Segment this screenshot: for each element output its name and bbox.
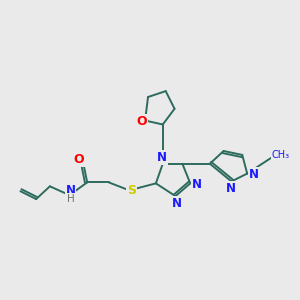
Text: N: N [157, 152, 167, 164]
Text: CH₃: CH₃ [272, 150, 290, 160]
Text: S: S [127, 184, 136, 197]
Text: O: O [73, 153, 84, 166]
Text: N: N [172, 196, 182, 209]
Text: N: N [192, 178, 202, 191]
Text: N: N [226, 182, 236, 195]
Text: N: N [65, 184, 76, 197]
Text: N: N [249, 168, 259, 181]
Text: O: O [137, 115, 148, 128]
Text: H: H [67, 194, 74, 204]
